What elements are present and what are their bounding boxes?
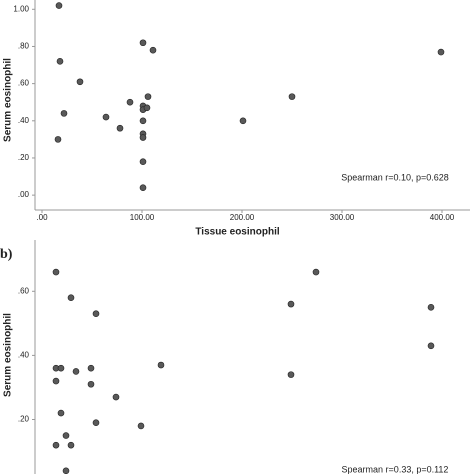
point bbox=[139, 158, 147, 165]
point bbox=[137, 422, 145, 430]
y-tick-label: .60 bbox=[18, 286, 30, 295]
point bbox=[62, 432, 70, 439]
point bbox=[288, 93, 296, 100]
point bbox=[67, 441, 75, 449]
x-tick-label: 300.00 bbox=[330, 213, 355, 222]
point bbox=[55, 2, 63, 9]
point bbox=[149, 46, 157, 54]
y-tick-label: .40 bbox=[18, 116, 30, 125]
x-tick-label: 200.00 bbox=[230, 213, 255, 222]
point bbox=[102, 113, 110, 121]
y-tick-label: .20 bbox=[18, 415, 30, 424]
point bbox=[144, 93, 152, 100]
y-tick-label: .20 bbox=[18, 153, 30, 162]
y-axis-title: Serum eosinophil bbox=[3, 313, 14, 397]
y-tick-label: .00 bbox=[18, 190, 30, 199]
point bbox=[139, 134, 147, 141]
point bbox=[87, 380, 95, 388]
y-axis-title: Serum eosinophil bbox=[3, 58, 14, 142]
point bbox=[62, 467, 70, 474]
point bbox=[56, 58, 64, 65]
x-tick-label: .00 bbox=[36, 213, 48, 222]
point bbox=[312, 268, 320, 276]
point bbox=[54, 136, 62, 143]
point bbox=[116, 124, 124, 132]
point bbox=[76, 78, 84, 86]
point bbox=[57, 364, 65, 372]
x-tick-label: 400.00 bbox=[430, 213, 455, 222]
annotation: Spearman r=0.10, p=0.628 bbox=[341, 172, 449, 182]
point bbox=[52, 441, 60, 449]
y-tick-label: 1.00 bbox=[13, 4, 29, 13]
point bbox=[139, 39, 147, 47]
point bbox=[87, 364, 95, 372]
x-axis-title: Tissue eosinophil bbox=[195, 227, 279, 238]
point bbox=[67, 294, 75, 301]
point bbox=[239, 117, 247, 125]
point bbox=[139, 184, 147, 191]
point bbox=[437, 48, 445, 56]
point bbox=[60, 110, 68, 117]
point bbox=[52, 268, 60, 276]
point bbox=[52, 377, 60, 385]
point bbox=[92, 310, 100, 318]
point bbox=[287, 371, 295, 378]
point bbox=[143, 104, 151, 112]
point bbox=[126, 98, 134, 106]
point bbox=[139, 117, 147, 125]
annotation: Spearman r=0.33, p=0.112 bbox=[342, 464, 449, 474]
y-tick-label: .80 bbox=[18, 42, 30, 51]
point bbox=[92, 419, 100, 427]
point bbox=[427, 342, 435, 350]
point bbox=[427, 304, 435, 311]
panel-label: b) bbox=[0, 247, 13, 262]
y-tick-label: .60 bbox=[18, 79, 30, 88]
x-tick-label: 100.00 bbox=[130, 213, 155, 222]
point bbox=[72, 368, 80, 375]
point bbox=[287, 300, 295, 308]
y-tick-label: .40 bbox=[18, 351, 30, 360]
point bbox=[112, 393, 120, 401]
point bbox=[157, 361, 165, 369]
point bbox=[57, 409, 65, 417]
